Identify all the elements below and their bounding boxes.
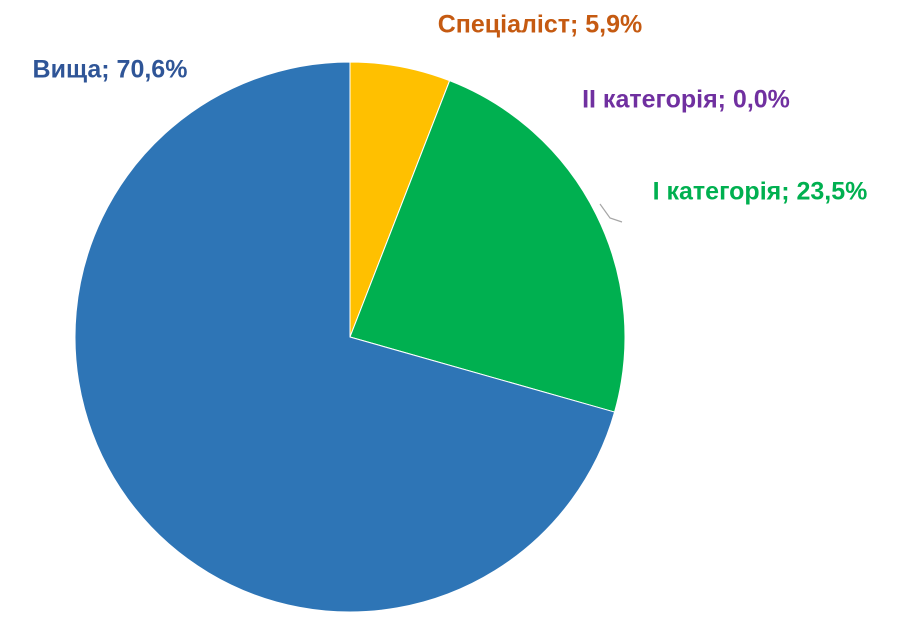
data-label: ІІ категорія; 0,0% — [582, 86, 790, 114]
leader-line — [599, 203, 623, 223]
data-label: І категорія; 23,5% — [653, 178, 868, 206]
data-label: Спеціаліст; 5,9% — [438, 11, 643, 39]
pie-slice — [349, 80, 626, 413]
pie-slice — [74, 61, 616, 613]
data-label: Вища; 70,6% — [33, 56, 188, 84]
